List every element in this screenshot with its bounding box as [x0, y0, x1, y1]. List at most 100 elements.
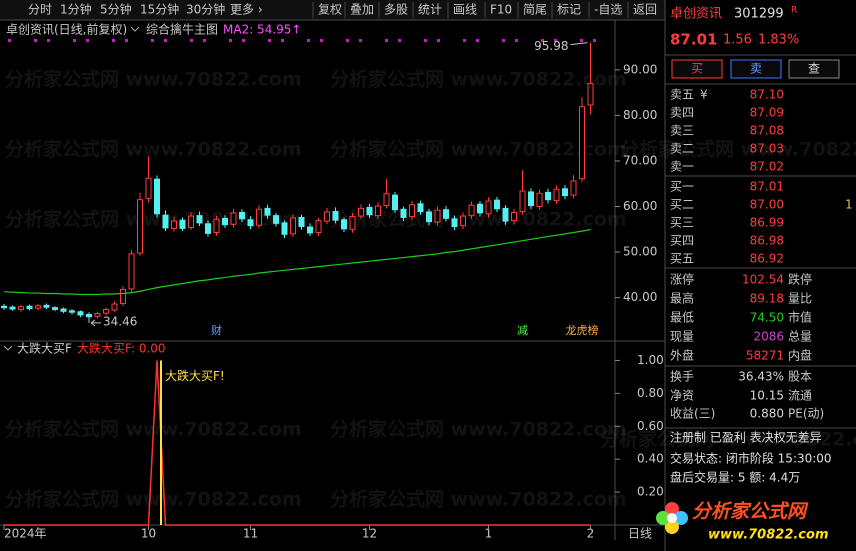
candle-body: [579, 106, 585, 180]
trade-button[interactable]: [788, 59, 840, 79]
toolbar-button[interactable]: 复权: [318, 3, 342, 17]
max-arrow: [570, 42, 588, 46]
candle-body: [468, 204, 475, 217]
last-price: 87.01: [670, 31, 717, 49]
indicator-name: 大跌大买F: [17, 341, 72, 356]
candle-body: [434, 209, 441, 223]
stat-value: 0.880: [750, 407, 784, 421]
logo-petal: [674, 511, 688, 525]
signal-dot: [515, 39, 518, 42]
candle-body: [536, 192, 543, 208]
order-price: 86.98: [750, 234, 784, 248]
candle-body: [120, 288, 126, 305]
toolbar-button[interactable]: 统计: [418, 3, 442, 17]
signal-dot: [502, 39, 505, 42]
candle-body: [545, 191, 551, 201]
indicator-icon: [3, 345, 13, 351]
order-label: 卖四: [670, 106, 694, 120]
toolbar-button[interactable]: 多股: [384, 3, 408, 17]
period-tab[interactable]: 1分钟: [60, 2, 92, 17]
currency-marker: ¥: [700, 88, 708, 102]
signal-dot: [34, 39, 37, 42]
stat-label: 最低: [670, 311, 694, 325]
signal-dot: [125, 39, 128, 42]
signal-dot: [164, 39, 167, 42]
y-tick-label: 0.20: [637, 485, 664, 499]
stat-label: 市值: [788, 310, 812, 325]
toolbar-button[interactable]: -自选: [594, 3, 622, 17]
period-tab[interactable]: 30分钟: [186, 2, 225, 17]
y-tick-label: 70.00: [623, 153, 657, 167]
toolbar-button[interactable]: F10: [490, 3, 512, 17]
candle-body: [324, 211, 330, 222]
price-change: 1.56: [723, 33, 752, 48]
stat-label: 内盘: [788, 348, 812, 363]
trade-button[interactable]: [671, 59, 723, 79]
order-label: 卖五: [670, 88, 694, 102]
candle-body: [366, 206, 373, 216]
trade-button-label[interactable]: 查: [808, 62, 820, 76]
candle-body: [145, 177, 152, 199]
logo-name: 分析家公式网: [692, 501, 809, 523]
trade-button-label[interactable]: 卖: [750, 62, 762, 76]
signal-dot: [203, 39, 206, 42]
signal-dot: [112, 39, 115, 42]
price-change-pct: 1.83%: [758, 33, 799, 48]
order-label: 买三: [670, 216, 694, 230]
signal-dot: [86, 39, 89, 42]
info-line: 盘后交易量: 5 额: 4.4万: [670, 470, 800, 485]
stat-label: 外盘: [670, 348, 694, 363]
stock-flag: R: [791, 6, 797, 16]
stat-label: 净资: [670, 389, 694, 403]
trade-button-label[interactable]: 买: [691, 62, 703, 76]
candle-body: [290, 217, 296, 235]
stat-label: PE(动): [788, 407, 824, 421]
candle-body: [528, 191, 534, 207]
toolbar-button[interactable]: 返回: [633, 3, 657, 17]
toolbar-button[interactable]: 画线: [453, 3, 477, 17]
stat-label: 现量: [670, 330, 694, 344]
toolbar-button[interactable]: 标记: [557, 3, 581, 17]
signal-annotation: 大跌大买F!: [165, 368, 225, 383]
period-tab[interactable]: 分时: [28, 3, 52, 17]
signal-dot: [320, 39, 323, 42]
candle-body: [511, 211, 517, 222]
candle-body: [239, 211, 245, 220]
trade-button[interactable]: [730, 59, 782, 79]
y-tick-label: 40.00: [623, 290, 657, 304]
logo-center: [667, 513, 677, 523]
watermark: 分析家公式网 www.70822.com: [5, 488, 302, 511]
signal-dot: [359, 39, 362, 42]
candle-body: [570, 180, 577, 196]
indicator-line: [4, 360, 591, 526]
candle-body: [196, 215, 203, 224]
stat-value: 36.43%: [738, 370, 784, 384]
order-price: 87.01: [750, 180, 784, 194]
order-price: 86.92: [750, 252, 784, 266]
signal-dot: [268, 39, 271, 42]
signal-dot: [151, 39, 154, 42]
logo-url: www.70822.com: [708, 528, 829, 543]
candle-body: [9, 306, 16, 310]
y-tick-label: 0.80: [637, 386, 664, 400]
candle-body: [77, 311, 84, 316]
watermark: 分析家公式网 www.70822.com: [620, 138, 856, 161]
toolbar-button[interactable]: 简尾: [523, 3, 547, 17]
order-price: 86.99: [750, 216, 784, 230]
period-tab[interactable]: 更多 ›: [230, 3, 263, 17]
toolbar-button[interactable]: 叠加: [350, 3, 374, 17]
stat-label: 涨停: [670, 272, 694, 287]
period-tab[interactable]: 5分钟: [100, 2, 132, 17]
x-tick-label: 11: [243, 527, 258, 541]
stat-value: 58271: [746, 349, 784, 363]
candle-body: [358, 207, 364, 217]
period-tab[interactable]: 15分钟: [140, 2, 179, 17]
candle-body: [43, 304, 50, 308]
order-label: 买一: [670, 180, 694, 194]
candle-body: [171, 220, 177, 229]
signal-dot: [190, 39, 193, 42]
candle-body: [562, 188, 568, 197]
signal-dot: [229, 39, 232, 42]
candle-body: [188, 215, 194, 228]
event-marker: 财: [211, 323, 222, 337]
